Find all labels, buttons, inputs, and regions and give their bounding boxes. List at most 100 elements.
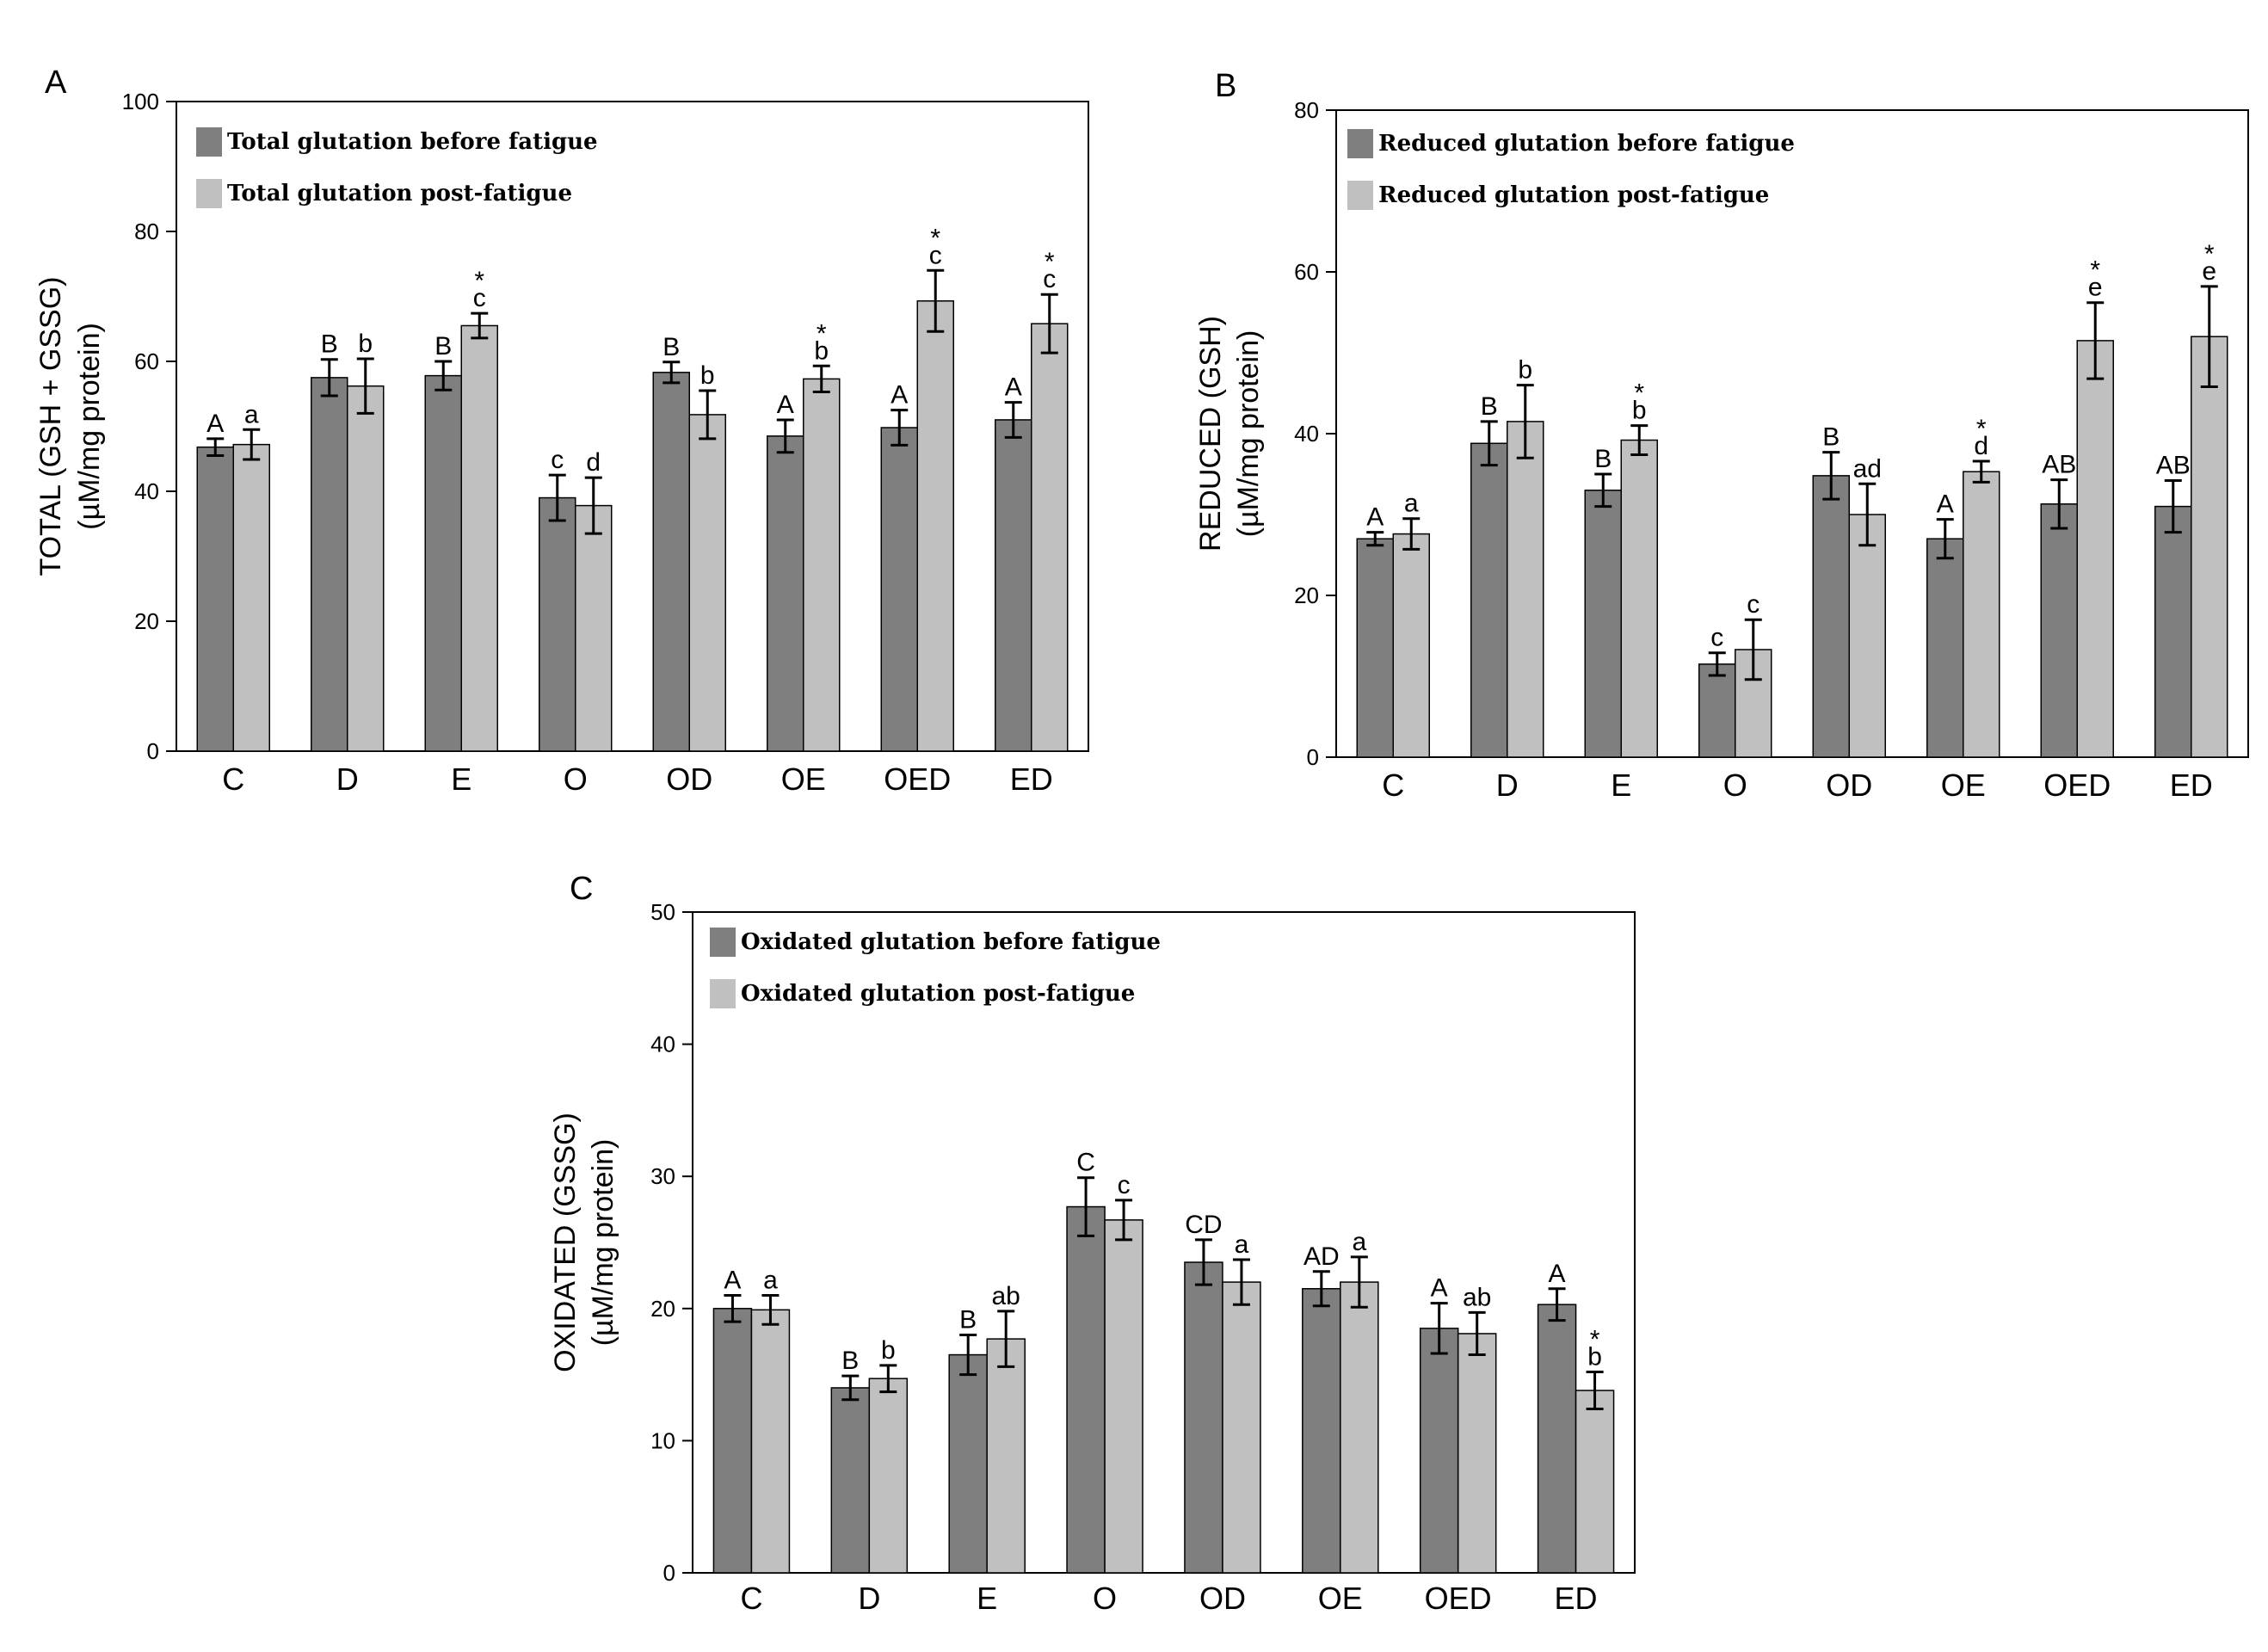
category-label-c: OE xyxy=(1318,1581,1363,1616)
bar-c-e-post xyxy=(986,1338,1026,1574)
bar-c-ed-post xyxy=(1575,1390,1615,1574)
bar-b-ed-before xyxy=(2154,505,2192,758)
bar-a-od-post xyxy=(688,414,726,752)
significance-label-a: b xyxy=(700,361,715,390)
significance-label-c: A xyxy=(1549,1260,1566,1288)
significance-label-c: A xyxy=(1431,1274,1448,1303)
plot-frame-a xyxy=(176,101,1089,752)
significance-star-a: * xyxy=(817,319,827,348)
category-label-c: OED xyxy=(1425,1581,1492,1616)
bar-a-od-before xyxy=(652,372,690,752)
significance-label-c: A xyxy=(724,1266,741,1294)
significance-label-a: B xyxy=(434,332,452,361)
significance-label-b: A xyxy=(1366,503,1384,532)
legend-label-b: Reduced glutation before fatigue xyxy=(1378,131,1795,157)
significance-label-b: e xyxy=(2088,274,2103,302)
significance-label-b: b xyxy=(1632,397,1647,425)
bar-c-o-before xyxy=(1066,1205,1106,1574)
y-tick-label-a: 60 xyxy=(134,348,159,374)
legend-swatch-b xyxy=(1347,129,1373,158)
bar-b-d-post xyxy=(1507,421,1544,758)
significance-label-b: c xyxy=(1747,590,1760,619)
bar-a-oed-post xyxy=(916,300,954,752)
y-axis-label-c: OXIDATED (GSSG) xyxy=(549,1113,582,1372)
significance-label-a: b xyxy=(358,330,373,358)
bar-a-oe-before xyxy=(767,435,804,752)
significance-label-a: c xyxy=(1043,265,1056,293)
y-tick-label-b: 20 xyxy=(1294,583,1319,608)
significance-star-b: * xyxy=(2090,256,2100,285)
bar-a-o-post xyxy=(575,504,613,752)
legend-swatch-a xyxy=(196,127,222,157)
significance-label-a: A xyxy=(777,391,794,419)
y-tick-label-b: 0 xyxy=(1307,744,1319,770)
significance-label-b: AB xyxy=(2156,452,2191,480)
legend-label-a: Total glutation before fatigue xyxy=(227,129,598,155)
significance-label-a: A xyxy=(1005,373,1022,402)
bar-b-c-post xyxy=(1392,533,1430,758)
significance-label-a: B xyxy=(663,333,680,361)
y-tick-label-b: 40 xyxy=(1294,421,1319,447)
legend-label-c: Oxidated glutation before fatigue xyxy=(741,929,1161,955)
bar-b-d-before xyxy=(1470,442,1508,758)
category-label-c: E xyxy=(977,1581,997,1616)
y-axis-label-b: REDUCED (GSH) xyxy=(1194,316,1227,552)
significance-label-a: B xyxy=(321,330,338,359)
bar-b-od-before xyxy=(1812,475,1850,758)
significance-label-c: b xyxy=(881,1336,896,1365)
category-label-a: ED xyxy=(1010,761,1053,797)
significance-label-b: A xyxy=(1937,490,1954,519)
bar-c-oe-post xyxy=(1340,1281,1379,1574)
significance-label-c: B xyxy=(959,1306,977,1335)
bar-a-d-post xyxy=(347,385,385,752)
bar-a-oe-post xyxy=(803,378,841,752)
category-label-b: ED xyxy=(2170,767,2213,803)
significance-label-a: c xyxy=(551,446,564,474)
legend-label-c: Oxidated glutation post-fatigue xyxy=(741,981,1135,1007)
bar-c-ed-before xyxy=(1537,1304,1577,1574)
bar-c-od-before xyxy=(1184,1261,1223,1574)
bar-b-oed-post xyxy=(2076,340,2114,758)
bar-a-o-before xyxy=(539,496,576,752)
significance-label-c: a xyxy=(763,1266,778,1294)
bar-a-oed-before xyxy=(880,427,918,752)
category-label-a: O xyxy=(564,761,588,797)
significance-label-a: d xyxy=(586,448,601,477)
bar-b-oed-before xyxy=(2040,503,2078,758)
significance-star-c: * xyxy=(1590,1326,1600,1354)
significance-label-b: b xyxy=(1518,356,1532,385)
legend-swatch-b xyxy=(1347,181,1373,210)
y-tick-label-a: 40 xyxy=(134,478,159,504)
significance-label-b: c xyxy=(1710,624,1723,652)
category-label-c: C xyxy=(740,1581,762,1616)
bar-c-oe-before xyxy=(1302,1288,1341,1574)
category-label-a: OE xyxy=(781,761,826,797)
category-label-b: O xyxy=(1723,767,1747,803)
bar-a-ed-post xyxy=(1031,323,1069,752)
significance-star-b: * xyxy=(1976,415,1987,443)
y-tick-label-c: 0 xyxy=(663,1560,675,1586)
y-tick-label-a: 80 xyxy=(134,219,159,244)
bar-c-d-before xyxy=(830,1387,871,1574)
bar-c-od-post xyxy=(1222,1281,1261,1574)
category-label-b: OE xyxy=(1941,767,1986,803)
y-tick-label-a: 0 xyxy=(147,738,159,764)
y-tick-label-c: 50 xyxy=(650,899,675,925)
bar-c-c-before xyxy=(712,1308,753,1574)
bar-a-c-before xyxy=(196,446,234,752)
significance-label-c: a xyxy=(1352,1228,1366,1256)
category-label-b: OED xyxy=(2043,767,2111,803)
bar-b-od-post xyxy=(1848,514,1886,758)
legend-label-a: Total glutation post-fatigue xyxy=(227,181,572,206)
significance-star-a: * xyxy=(1045,248,1055,276)
category-label-c: OD xyxy=(1199,1581,1246,1616)
legend-swatch-c xyxy=(710,928,736,957)
y-tick-label-b: 60 xyxy=(1294,259,1319,285)
bar-c-oed-before xyxy=(1419,1328,1459,1574)
category-label-c: ED xyxy=(1555,1581,1598,1616)
significance-star-b: * xyxy=(1634,379,1644,408)
y-tick-label-c: 40 xyxy=(650,1032,675,1057)
significance-star-a: * xyxy=(930,224,940,252)
significance-label-c: ab xyxy=(992,1282,1020,1310)
plot-frame-c xyxy=(692,911,1636,1574)
